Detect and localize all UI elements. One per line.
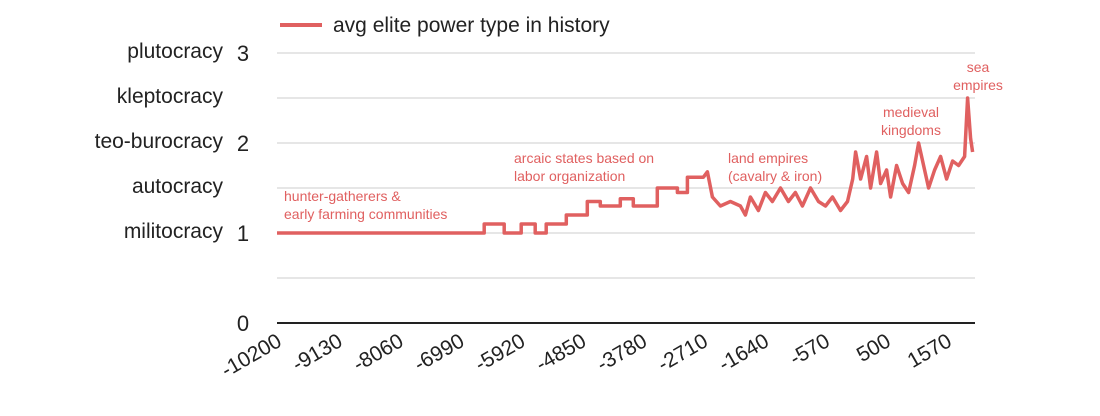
x-tick-label: -4850 [532, 329, 590, 376]
x-tick-label: -570 [786, 329, 834, 370]
annotation: hunter-gatherers & [284, 188, 401, 204]
x-tick-label: -9130 [288, 329, 346, 376]
regime-label: teo-burocracy [95, 130, 224, 153]
y-tick-label: 1 [237, 221, 249, 246]
x-tick-label: -2710 [654, 329, 712, 376]
annotation: (cavalry & iron) [728, 168, 822, 184]
annotations: hunter-gatherers & early farming communi… [284, 59, 1003, 222]
legend-label: avg elite power type in history [333, 14, 610, 37]
x-tick-label: -6990 [410, 329, 468, 376]
data-line [277, 96, 975, 235]
y-tick-label: 3 [237, 41, 249, 66]
regime-label: kleptocracy [117, 85, 224, 108]
x-tick-label: -5920 [471, 329, 529, 376]
annotation: kingdoms [881, 122, 941, 138]
annotation: land empires [728, 150, 808, 166]
x-tick-label: -10200 [217, 329, 285, 382]
x-tick-label: -8060 [349, 329, 407, 376]
regime-label: autocracy [132, 175, 224, 198]
y-tick-label: 2 [237, 131, 249, 156]
annotation: empires [953, 77, 1003, 93]
x-tick-label: -1640 [715, 329, 773, 376]
annotation: labor organization [514, 168, 625, 184]
annotation: early farming communities [284, 206, 447, 222]
x-tick-label: 500 [853, 329, 895, 366]
regime-label: militocracy [124, 220, 224, 243]
y-tick-label: 0 [237, 311, 249, 336]
x-tick-label: -3780 [593, 329, 651, 376]
annotation: arcaic states based on [514, 150, 654, 166]
regime-label: plutocracy [127, 40, 223, 63]
annotation: sea [967, 59, 990, 75]
annotation: medieval [883, 104, 939, 120]
x-tick-label: 1570 [904, 329, 956, 372]
